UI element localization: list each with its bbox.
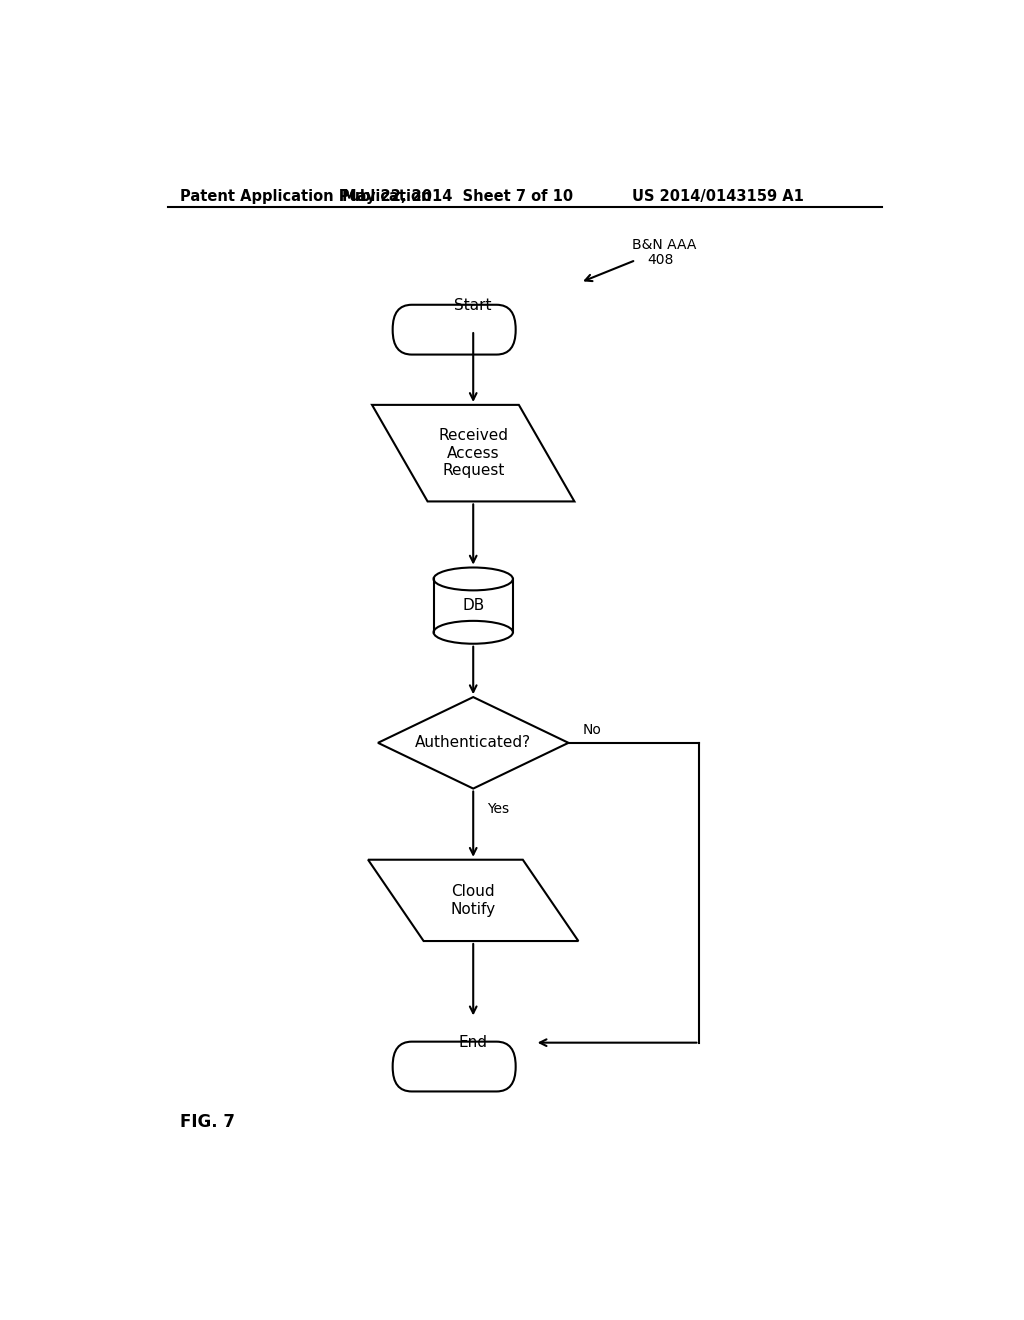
Text: Start: Start xyxy=(455,298,492,313)
Bar xyxy=(433,579,513,632)
Text: B&N AAA: B&N AAA xyxy=(632,238,696,252)
Text: Received
Access
Request: Received Access Request xyxy=(438,428,508,478)
Ellipse shape xyxy=(433,620,513,644)
Polygon shape xyxy=(378,697,568,788)
Text: Patent Application Publication: Patent Application Publication xyxy=(179,189,431,203)
FancyBboxPatch shape xyxy=(392,305,516,355)
Polygon shape xyxy=(368,859,579,941)
Polygon shape xyxy=(372,405,574,502)
Text: Authenticated?: Authenticated? xyxy=(415,735,531,750)
Text: Yes: Yes xyxy=(487,801,510,816)
Text: End: End xyxy=(459,1035,487,1051)
Text: Cloud
Notify: Cloud Notify xyxy=(451,884,496,916)
Text: No: No xyxy=(583,722,602,737)
Text: 408: 408 xyxy=(648,253,674,267)
FancyBboxPatch shape xyxy=(392,1041,516,1092)
Text: US 2014/0143159 A1: US 2014/0143159 A1 xyxy=(632,189,804,203)
Text: May 22, 2014  Sheet 7 of 10: May 22, 2014 Sheet 7 of 10 xyxy=(342,189,572,203)
Text: FIG. 7: FIG. 7 xyxy=(179,1113,234,1131)
Text: DB: DB xyxy=(462,598,484,612)
Ellipse shape xyxy=(433,568,513,590)
